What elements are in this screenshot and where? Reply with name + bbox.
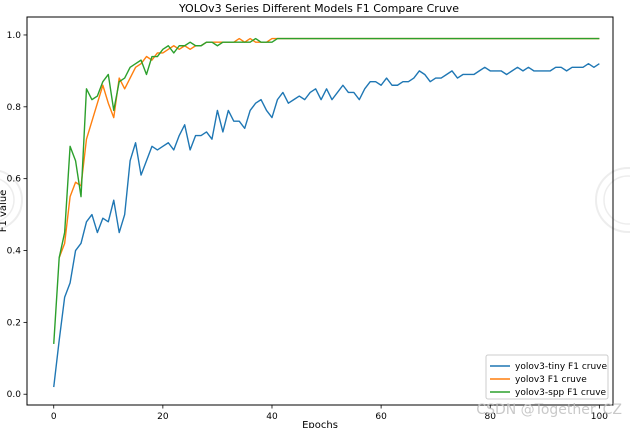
x-axis-label: Epochs <box>302 420 338 428</box>
watermark-seal-right <box>595 167 630 233</box>
x-tick-label: 40 <box>266 412 278 422</box>
x-tick-label: 60 <box>375 412 387 422</box>
y-tick-label: 0.8 <box>7 103 22 113</box>
series-lines <box>53 37 600 388</box>
legend-label: yolov3-spp F1 cruve <box>515 388 607 398</box>
plot-frame <box>26 16 614 406</box>
y-tick-label: 0.0 <box>7 390 22 400</box>
x-tick-label: 100 <box>591 412 608 422</box>
x-tick-label: 80 <box>485 412 497 422</box>
legend-label: yolov3 F1 cruve <box>515 375 587 385</box>
series-line-2 <box>58 37 600 258</box>
series-line-1 <box>53 63 600 388</box>
legend: yolov3-tiny F1 cruve yolov3 F1 cruve yolov… <box>485 354 609 400</box>
y-tick-label: 0.2 <box>7 318 21 328</box>
y-tick-label: 0.4 <box>7 247 22 257</box>
watermark-text: CSDN @Together_CZ <box>476 402 622 418</box>
y-tick-label: 0.6 <box>7 175 22 185</box>
x-tick-label: 20 <box>157 412 169 422</box>
series-line-3 <box>53 37 600 344</box>
axis-ticks: 0 20 40 60 80 100 0.0 0.2 0.4 0.6 0.8 1.0 <box>7 31 609 422</box>
y-axis-label: F1 value <box>0 190 9 233</box>
x-tick-label: 0 <box>51 412 57 422</box>
chart-title: YOLOv3 Series Different Models F1 Compar… <box>178 2 459 15</box>
y-tick-label: 1.0 <box>7 31 22 41</box>
watermark-seal-left <box>0 170 23 230</box>
legend-box <box>485 354 609 400</box>
legend-label: yolov3-tiny F1 cruve <box>515 362 608 372</box>
